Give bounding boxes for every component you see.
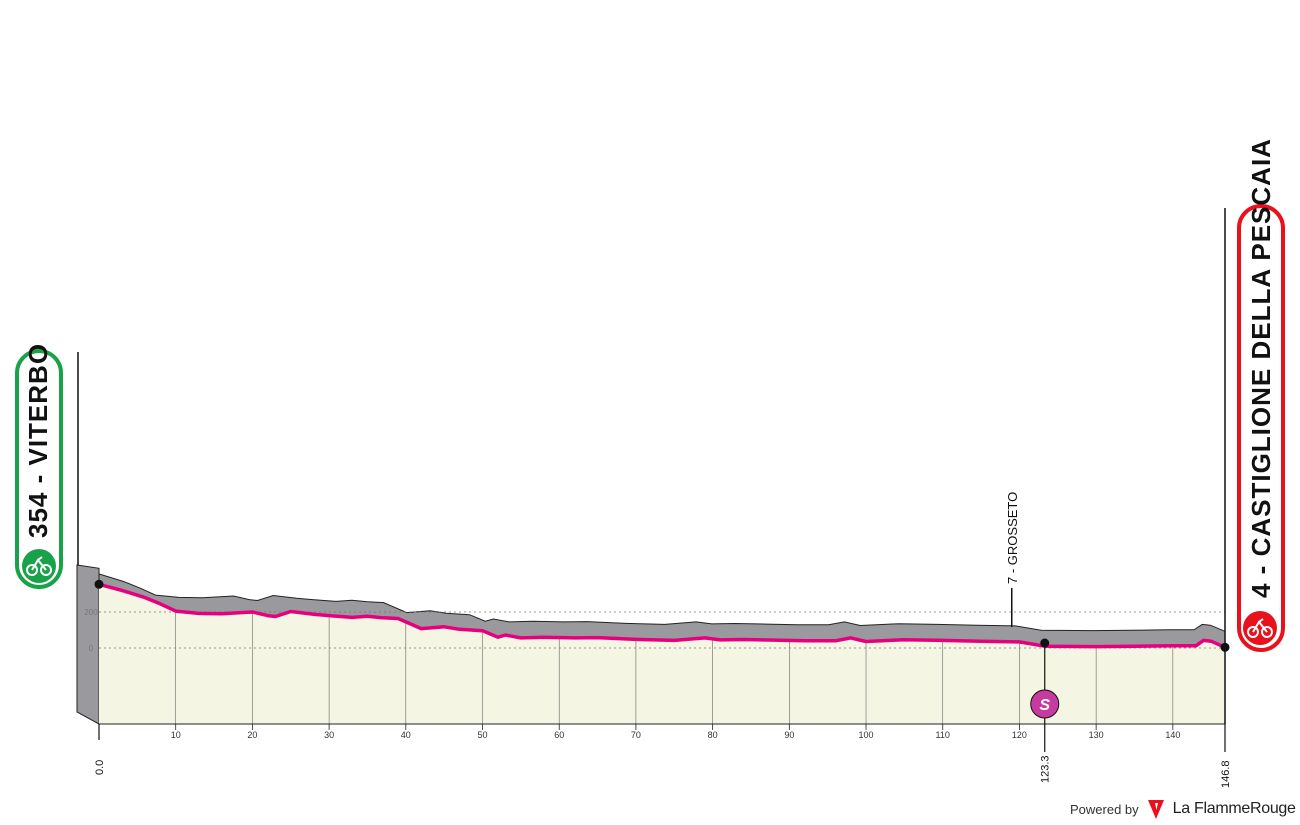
x-tick-label: 120 (1012, 730, 1027, 740)
sprint-km-label: 123.3 (1040, 755, 1052, 783)
start-cyclist-wheel-icon (40, 564, 52, 576)
sprint-badge (1030, 689, 1060, 719)
start-town-label: 354 - VITERBO (23, 343, 53, 538)
x-tick-label: 10 (171, 730, 181, 740)
profile-line (98, 582, 1226, 649)
start-cyclist-wheel-icon (26, 564, 38, 576)
finish-town-label: 4 - CASTIGLIONE DELLA PESCAIA (1246, 138, 1276, 598)
sprint-symbol: S (1039, 697, 1050, 714)
town-label: 7 - GROSSETO (1005, 492, 1020, 584)
x-tick-label: 130 (1089, 730, 1104, 740)
flamme-rouge-logo-icon (1147, 800, 1164, 819)
finish-cyclist-wheel-icon (1247, 626, 1259, 638)
x-tick-label: 140 (1165, 730, 1180, 740)
start-km-label: 0.0 (94, 760, 106, 775)
x-tick-label: 80 (708, 730, 718, 740)
start-badge (15, 349, 63, 589)
x-tick-label: 20 (247, 730, 257, 740)
finish-point (1220, 642, 1230, 652)
x-tick-label: 100 (859, 730, 874, 740)
finish-cyclist-icon (1243, 611, 1277, 645)
flamme-rouge-brand: La FlammeRouge (1172, 800, 1296, 817)
x-tick-label: 90 (784, 730, 794, 740)
finish-cyclist-frame-icon (1252, 618, 1268, 633)
x-tick-label: 60 (554, 730, 564, 740)
x-tick-label: 50 (478, 730, 488, 740)
elevation-gridline-label: 200 (84, 608, 98, 617)
finish-cyclist-wheel-icon (1261, 626, 1273, 638)
start-point (94, 579, 104, 589)
elevation-gridline-label: 0 (89, 644, 94, 653)
powered-by-credit: Powered by La FlammeRouge (1070, 797, 1296, 821)
finish-badge (1237, 204, 1285, 652)
powered-by-label: Powered by (1070, 801, 1139, 817)
x-tick-label: 70 (631, 730, 641, 740)
x-tick-label: 30 (324, 730, 334, 740)
start-cyclist-frame-icon (31, 556, 47, 571)
finish-km-label: 146.8 (1220, 760, 1232, 788)
start-cyclist-icon (22, 549, 56, 583)
x-tick-label: 40 (401, 730, 411, 740)
x-tick-label: 110 (936, 730, 950, 740)
